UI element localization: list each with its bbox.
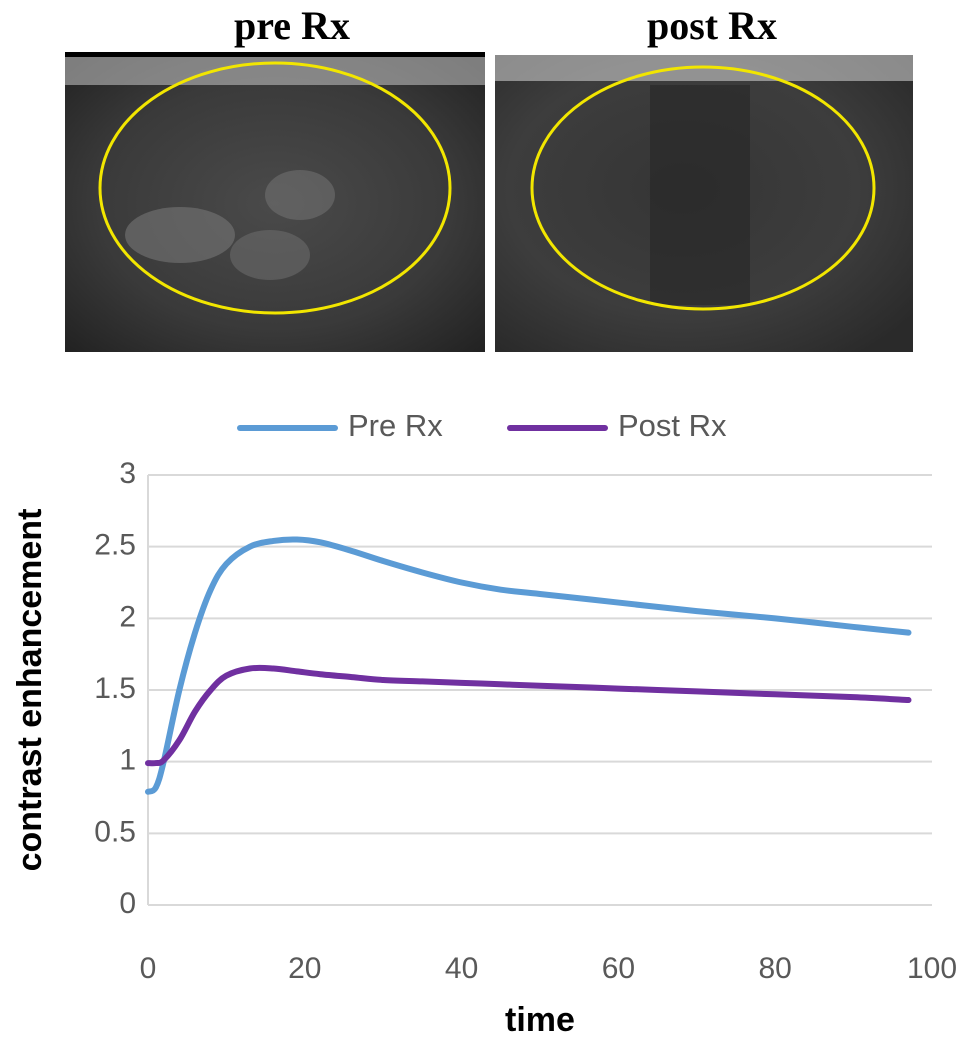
x-tick-label: 60 bbox=[602, 952, 635, 985]
legend-label: Post Rx bbox=[618, 408, 727, 443]
image-title: post Rx bbox=[647, 3, 777, 48]
roi-ellipse bbox=[530, 65, 876, 311]
y-tick-label: 2 bbox=[119, 600, 136, 633]
texture bbox=[650, 85, 750, 305]
y-tick-label: 1.5 bbox=[94, 672, 136, 705]
x-tick-label: 0 bbox=[140, 952, 157, 985]
ultrasound-post bbox=[495, 55, 913, 352]
y-axis-title: contrast enhancement bbox=[11, 509, 49, 872]
x-axis-title: time bbox=[505, 1001, 575, 1039]
x-tick-label: 80 bbox=[759, 952, 792, 985]
y-tick-label: 1 bbox=[119, 744, 136, 777]
series-line bbox=[145, 536, 912, 795]
x-tick-label: 20 bbox=[288, 952, 321, 985]
image-band bbox=[65, 55, 485, 85]
y-tick-label: 0 bbox=[119, 887, 136, 920]
texture bbox=[125, 207, 235, 263]
y-tick-label: 2.5 bbox=[94, 529, 136, 562]
image-edge bbox=[65, 52, 485, 57]
x-tick-label: 40 bbox=[445, 952, 478, 985]
ultrasound-pre bbox=[65, 52, 485, 352]
texture bbox=[230, 230, 310, 280]
legend-label: Pre Rx bbox=[348, 408, 443, 443]
y-tick-label: 3 bbox=[119, 457, 136, 490]
roi-ellipse bbox=[98, 61, 452, 315]
image-title: pre Rx bbox=[234, 3, 350, 48]
x-tick-label: 100 bbox=[907, 952, 957, 985]
series-line bbox=[145, 664, 912, 767]
texture bbox=[265, 170, 335, 220]
y-tick-label: 0.5 bbox=[94, 815, 136, 848]
